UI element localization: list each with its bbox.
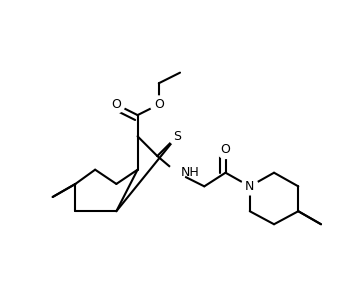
Text: O: O (112, 98, 121, 111)
Text: O: O (154, 98, 164, 111)
Text: O: O (221, 144, 230, 156)
Circle shape (108, 96, 125, 113)
Text: N: N (245, 180, 255, 193)
Text: NH: NH (181, 166, 200, 179)
Circle shape (217, 141, 234, 159)
Circle shape (150, 96, 167, 113)
Circle shape (169, 164, 185, 181)
Text: S: S (173, 130, 181, 143)
Circle shape (169, 128, 185, 145)
Circle shape (241, 178, 258, 195)
